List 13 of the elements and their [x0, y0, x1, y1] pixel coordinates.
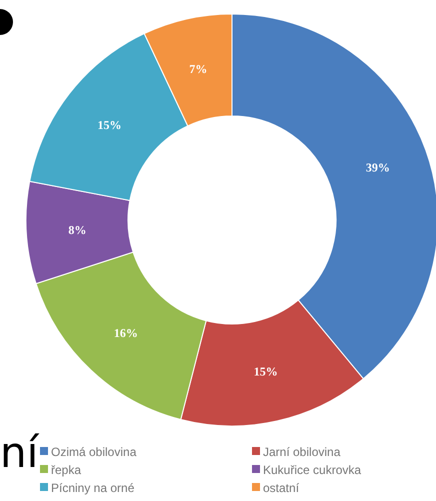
data-label: 7%: [189, 62, 208, 76]
legend-label: řepka: [51, 463, 82, 478]
data-label: 39%: [366, 160, 390, 175]
legend-label: Ozimá obilovina: [51, 445, 137, 460]
legend-label: Kukuřice cukrovka: [263, 463, 362, 478]
data-label: 15%: [254, 364, 278, 378]
legend-label: Pícniny na orné: [51, 481, 135, 496]
legend-label: Jarní obilovina: [263, 445, 341, 460]
data-label: 15%: [98, 118, 122, 132]
data-label: 8%: [68, 222, 86, 237]
legend-label: ostatní: [263, 481, 300, 496]
data-label: 16%: [114, 326, 138, 340]
text: ní: [0, 428, 40, 477]
